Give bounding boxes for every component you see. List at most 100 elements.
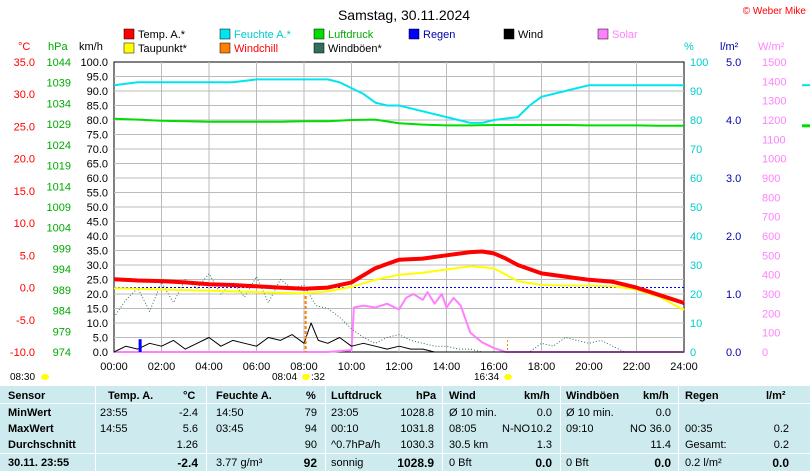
chart-series	[113, 78, 810, 353]
table-cell-hum-val: 79	[304, 407, 317, 419]
series-taupunkt	[113, 265, 685, 311]
legend-swatch	[408, 28, 420, 40]
hum-tick-label: 40	[690, 231, 702, 243]
weather-chart: Samstag, 30.11.2024 © Weber Mike Temp. A…	[10, 6, 810, 383]
table-cell-gust-a: 09:10	[566, 423, 594, 435]
solar-tick-label: 600	[762, 231, 780, 243]
sunrise-left-label: 08:30	[10, 372, 35, 383]
hum-tick-label: 80	[690, 115, 702, 127]
kmh-tick-label: 45.0	[87, 217, 108, 229]
stats-table: Sensor Temp. A. °C Feuchte A. % Luftdruc…	[0, 386, 810, 471]
table-cell-hpa-time: sonnig	[331, 457, 364, 469]
x-tick-label: 10:00	[338, 361, 366, 373]
header-wind-unit: km/h	[524, 390, 550, 402]
solar-tick-label: 1200	[762, 115, 786, 127]
kmh-tick-label: 95.0	[87, 72, 108, 84]
sun-annotations: 08:30 08:04:32 16:34	[10, 296, 512, 383]
legend-label: Luftdruck	[328, 29, 374, 41]
legend-swatch	[219, 28, 231, 40]
solar-tick-label: 500	[762, 250, 780, 262]
table-cell-wind-a: 30.5 km	[449, 439, 489, 451]
x-tick-label: 00:00	[100, 361, 128, 373]
kmh-tick-label: 70.0	[87, 144, 108, 156]
table-cell-label: MinWert	[8, 407, 52, 419]
header-humidity: Feuchte A.	[216, 390, 272, 402]
series-solar	[114, 291, 684, 353]
hpa-tick-label: 999	[53, 243, 71, 255]
table-cell-label: MaxWert	[8, 423, 54, 435]
sun-icon	[302, 374, 310, 380]
temp-tick-label: 25.0	[14, 121, 35, 133]
kmh-tick-label: 75.0	[87, 130, 108, 142]
solar-tick-label: 1500	[762, 57, 786, 69]
legend-label: Windböen*	[328, 43, 383, 55]
series-temp-a	[113, 249, 685, 305]
series-wind	[113, 322, 684, 353]
x-tick-label: 24:00	[670, 361, 698, 373]
legend-label: Windchill	[234, 43, 278, 55]
hpa-unit-label: hPa	[48, 41, 68, 53]
table-cell-hum-time: 3.77 g/m³	[216, 457, 263, 469]
table-cell-temp-time: 14:55	[100, 423, 128, 435]
hpa-tick-label: 1044	[47, 57, 71, 69]
table-cell-temp-val: -2.4	[177, 456, 198, 470]
kmh-tick-label: 40.0	[87, 231, 108, 243]
hum-tick-label: 30	[690, 260, 702, 272]
hpa-tick-label: 984	[53, 306, 71, 318]
kmh-tick-label: 25.0	[87, 275, 108, 287]
kmh-tick-label: 35.0	[87, 246, 108, 258]
hpa-tick-label: 1004	[47, 223, 71, 235]
temp-tick-label: 20.0	[14, 154, 35, 166]
rain-tick-label: 4.0	[726, 115, 741, 127]
legend-swatch	[219, 42, 231, 54]
table-cell-rain-val: 0.2	[773, 439, 789, 451]
x-tick-label: 12:00	[385, 361, 413, 373]
kmh-tick-label: 85.0	[87, 101, 108, 113]
legend-swatch	[123, 42, 135, 54]
legend-swatch	[313, 42, 325, 54]
hum-tick-label: 70	[690, 144, 702, 156]
table-cell-gust-a: Ø 10 min.	[566, 407, 614, 419]
header-pressure-unit: hPa	[416, 390, 437, 402]
legend-label: Temp. A.*	[138, 29, 186, 41]
table-cell-hum-val: 90	[304, 439, 317, 451]
kmh-tick-label: 55.0	[87, 188, 108, 200]
hpa-tick-label: 1034	[47, 98, 71, 110]
x-tick-label: 22:00	[623, 361, 651, 373]
solar-tick-label: 1100	[762, 134, 786, 146]
legend-swatch	[597, 28, 609, 40]
table-cell-hum-time: 14:50	[216, 407, 244, 419]
copyright-label: © Weber Mike	[743, 6, 807, 17]
table-cell-temp-val: -2.4	[179, 407, 198, 419]
solar-tick-label: 200	[762, 308, 780, 320]
table-cell-temp-val: 5.6	[182, 423, 198, 435]
hum-tick-label: 10	[690, 318, 702, 330]
table-cell-temp-time: 23:55	[100, 407, 128, 419]
solar-tick-label: 1300	[762, 96, 786, 108]
chart-grid	[113, 61, 685, 353]
table-cell-wind-val: 10.2	[530, 423, 552, 435]
solar-tick-label: 400	[762, 270, 780, 282]
legend-label: Solar	[612, 29, 638, 41]
hpa-tick-label: 974	[53, 347, 71, 359]
x-tick-label: 16:00	[480, 361, 508, 373]
solar-tick-label: 100	[762, 328, 780, 340]
chart-legend: Temp. A.* Feuchte A.* Luftdruck Regen Wind So…	[123, 28, 638, 55]
series-feuchte-a	[113, 78, 684, 124]
header-temp-unit: °C	[183, 390, 196, 402]
table-cell-wind-b: N-NO	[502, 423, 531, 435]
legend-swatch	[123, 28, 135, 40]
temp-tick-label: 10.0	[14, 218, 35, 230]
temp-tick-label: 35.0	[14, 57, 35, 69]
kmh-tick-label: 50.0	[87, 202, 108, 214]
legend-label: Wind	[518, 29, 543, 41]
table-cell-hum-val: 94	[304, 423, 317, 435]
x-tick-label: 02:00	[148, 361, 176, 373]
x-tick-label: 18:00	[528, 361, 556, 373]
series-windböen	[113, 273, 684, 353]
table-cell-wind-val: 1.3	[536, 439, 552, 451]
rain-bar	[138, 339, 142, 352]
table-cell-wind-a: Ø 10 min.	[449, 407, 497, 419]
table-cell-rain-a: 0.2 l/m²	[685, 457, 722, 469]
solar-tick-label: 0	[762, 347, 768, 359]
